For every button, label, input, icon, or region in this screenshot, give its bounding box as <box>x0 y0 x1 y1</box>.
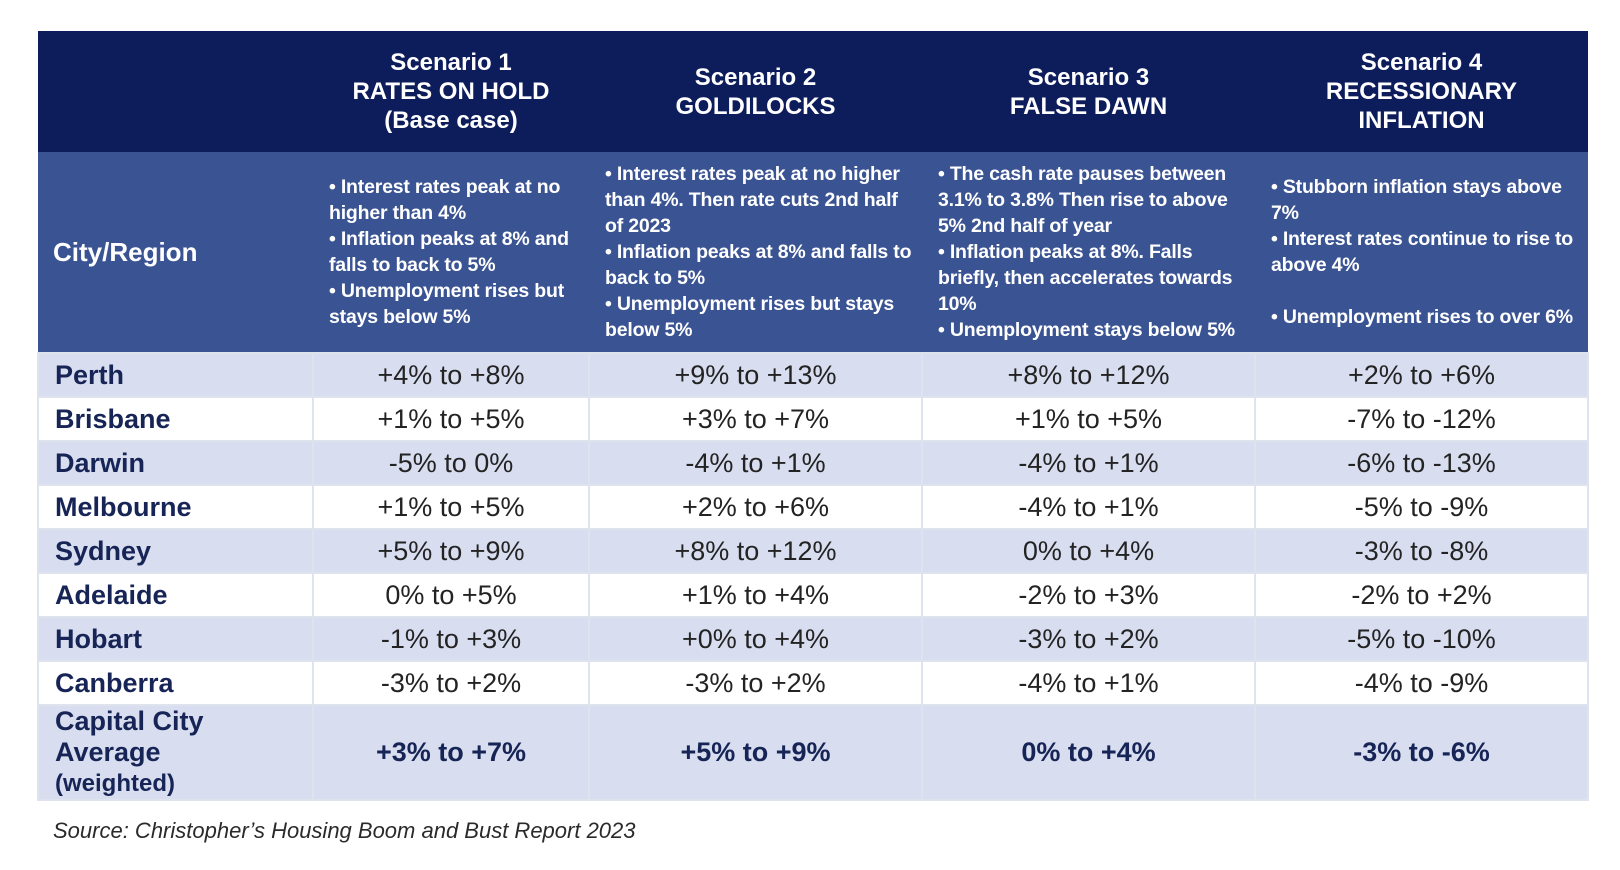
scenario-3-title: Scenario 3 FALSE DAWN <box>922 31 1255 152</box>
region-column-header: City/Region <box>38 152 313 353</box>
forecast-cell: +1% to +5% <box>921 396 1256 442</box>
bullet: • Unemployment rises but stays below 5% <box>329 280 564 328</box>
city-name: Sydney <box>37 528 314 574</box>
source-note: Source: Christopher’s Housing Boom and B… <box>53 818 636 843</box>
forecast-cell: +0% to +4% <box>588 616 923 662</box>
city-name: Melbourne <box>37 484 314 530</box>
forecast-cell: -3% to +2% <box>312 660 590 706</box>
bullet: • Interest rates peak at no higher than … <box>329 176 561 224</box>
forecast-cell: +5% to +9% <box>312 528 590 574</box>
forecast-cell: +2% to +6% <box>1254 352 1589 398</box>
forecast-cell: -1% to +3% <box>312 616 590 662</box>
city-name: Brisbane <box>37 396 314 442</box>
bullet: • Inflation peaks at 8% and falls to bac… <box>329 228 569 276</box>
scenario-2-description: • Interest rates peak at no higher than … <box>589 152 922 353</box>
forecast-cell: -4% to -9% <box>1254 660 1589 706</box>
forecast-cell: -3% to +2% <box>588 660 923 706</box>
forecast-cell: 0% to +4% <box>921 528 1256 574</box>
bullet: • Interest rates continue to rise to abo… <box>1271 228 1573 276</box>
forecast-cell: -5% to 0% <box>312 440 590 486</box>
scenario-3-description: • The cash rate pauses between 3.1% to 3… <box>922 152 1255 353</box>
forecast-cell: +1% to +4% <box>588 572 923 618</box>
bullet: • Inflation peaks at 8% and falls to bac… <box>605 241 912 289</box>
bullet: • Unemployment stays below 5% <box>938 319 1235 341</box>
bullet: • Unemployment rises to over 6% <box>1271 306 1573 328</box>
forecast-cell: -4% to +1% <box>921 660 1256 706</box>
average-cell: -3% to -6% <box>1254 704 1589 801</box>
forecast-cell: -3% to +2% <box>921 616 1256 662</box>
bullet: • Stubborn inflation stays above 7% <box>1271 176 1562 224</box>
forecast-table: Scenario 1 RATES ON HOLD (Base case) Scena… <box>37 31 1589 801</box>
forecast-cell: -5% to -10% <box>1254 616 1589 662</box>
table-row: Canberra -3% to +2% -3% to +2% -4% to +1… <box>37 660 1589 706</box>
forecast-cell: +8% to +12% <box>921 352 1256 398</box>
forecast-cell: +1% to +5% <box>312 396 590 442</box>
scenario-4-title: Scenario 4 RECESSIONARY INFLATION <box>1255 31 1588 152</box>
table-row: Brisbane +1% to +5% +3% to +7% +1% to +5… <box>37 396 1589 442</box>
city-name: Perth <box>37 352 314 398</box>
scenario-4-description: • Stubborn inflation stays above 7% • In… <box>1255 152 1588 353</box>
city-name: Adelaide <box>37 572 314 618</box>
bullet: • The cash rate pauses between 3.1% to 3… <box>938 163 1228 237</box>
forecast-cell: +4% to +8% <box>312 352 590 398</box>
header-corner <box>38 31 313 152</box>
bullet: • Unemployment rises but stays below 5% <box>605 293 895 341</box>
average-cell: 0% to +4% <box>921 704 1256 801</box>
forecast-cell: +2% to +6% <box>588 484 923 530</box>
capital-city-average-row: Capital City Average (weighted) +3% to +… <box>37 704 1589 801</box>
scenario-1-title: Scenario 1 RATES ON HOLD (Base case) <box>313 31 589 152</box>
forecast-cell: -6% to -13% <box>1254 440 1589 486</box>
average-cell: +3% to +7% <box>312 704 590 801</box>
city-name: Darwin <box>37 440 314 486</box>
forecast-cell: +9% to +13% <box>588 352 923 398</box>
forecast-cell: -2% to +3% <box>921 572 1256 618</box>
scenario-description-row: City/Region • Interest rates peak at no … <box>38 152 1588 353</box>
city-name: Canberra <box>37 660 314 706</box>
average-label: Capital City Average (weighted) <box>37 704 314 801</box>
scenario-2-title: Scenario 2 GOLDILOCKS <box>589 31 922 152</box>
average-cell: +5% to +9% <box>588 704 923 801</box>
table-row: Hobart -1% to +3% +0% to +4% -3% to +2% … <box>37 616 1589 662</box>
forecast-cell: +3% to +7% <box>588 396 923 442</box>
table-row: Melbourne +1% to +5% +2% to +6% -4% to +… <box>37 484 1589 530</box>
forecast-cell: +8% to +12% <box>588 528 923 574</box>
bullet: • Interest rates peak at no higher than … <box>605 163 900 237</box>
table-row: Adelaide 0% to +5% +1% to +4% -2% to +3%… <box>37 572 1589 618</box>
scenario-title-row: Scenario 1 RATES ON HOLD (Base case) Scena… <box>38 31 1588 152</box>
forecast-cell: -7% to -12% <box>1254 396 1589 442</box>
forecast-cell: 0% to +5% <box>312 572 590 618</box>
forecast-cell: -4% to +1% <box>588 440 923 486</box>
table-row: Sydney +5% to +9% +8% to +12% 0% to +4% … <box>37 528 1589 574</box>
scenario-1-description: • Interest rates peak at no higher than … <box>313 152 589 353</box>
forecast-cell: -4% to +1% <box>921 440 1256 486</box>
city-name: Hobart <box>37 616 314 662</box>
forecast-cell: -2% to +2% <box>1254 572 1589 618</box>
bullet: • Inflation peaks at 8%. Falls briefly, … <box>938 241 1233 315</box>
forecast-cell: +1% to +5% <box>312 484 590 530</box>
table-row: Perth +4% to +8% +9% to +13% +8% to +12%… <box>37 352 1589 398</box>
forecast-cell: -3% to -8% <box>1254 528 1589 574</box>
table-row: Darwin -5% to 0% -4% to +1% -4% to +1% -… <box>37 440 1589 486</box>
forecast-cell: -5% to -9% <box>1254 484 1589 530</box>
forecast-cell: -4% to +1% <box>921 484 1256 530</box>
